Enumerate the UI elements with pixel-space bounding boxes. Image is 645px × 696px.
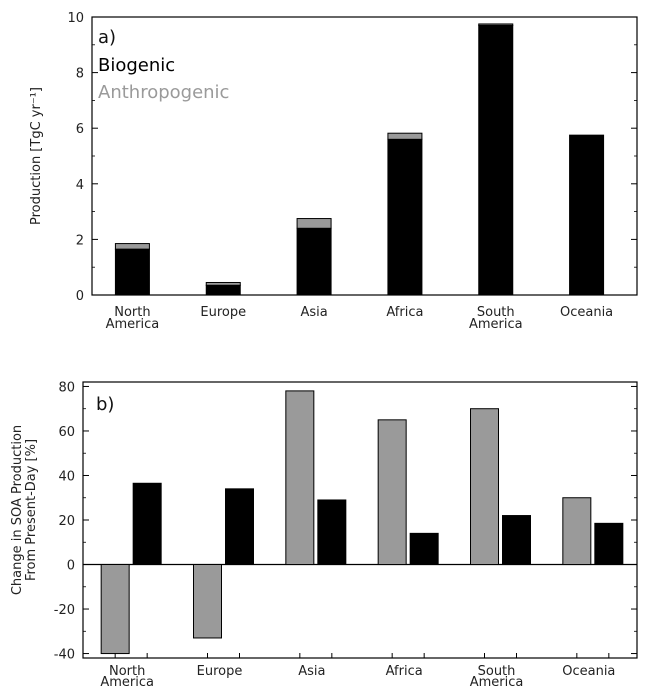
- y-axis-label-b-line2: From Present-Day [%]: [24, 439, 39, 581]
- bar-anthropogenic: [100, 564, 130, 655]
- bar-anthropogenic: [114, 243, 150, 250]
- bar-biogenic: [569, 134, 605, 296]
- bar-biogenic: [225, 488, 254, 566]
- bar-biogenic: [409, 532, 439, 566]
- y-tick-label: 4: [76, 178, 84, 193]
- bars-b: [100, 390, 624, 655]
- y-tick-label: 40: [58, 469, 75, 484]
- x-tick-label: North: [114, 305, 150, 320]
- legend-anthropogenic: Anthropogenic: [98, 82, 229, 103]
- bar-biogenic: [317, 499, 347, 566]
- y-tick-label: 10: [67, 11, 84, 26]
- bar-biogenic: [296, 227, 332, 296]
- y-tick-label: 20: [58, 514, 75, 529]
- y-ticks-a: 0 2 4 6 8 10: [67, 11, 637, 304]
- bar-anthropogenic: [387, 132, 423, 140]
- x-tick-label: South: [477, 305, 515, 320]
- y-tick-label: -40: [54, 648, 75, 663]
- bar-biogenic: [132, 482, 162, 566]
- y-tick-label: 0: [67, 559, 75, 574]
- bar-anthropogenic: [205, 281, 241, 286]
- x-tick-label: Asia: [298, 664, 325, 679]
- y-axis-label-a: Production [TgC yr⁻¹]: [29, 87, 44, 225]
- y-tick-label: 6: [76, 122, 84, 137]
- y-tick-label: -20: [54, 603, 75, 618]
- x-tick-label: America: [100, 675, 154, 690]
- plot-frame-b: [82, 381, 638, 659]
- bar-anthropogenic: [470, 408, 499, 566]
- panel-label-a: a): [98, 27, 116, 48]
- bar-anthropogenic: [377, 419, 407, 566]
- x-tick-label: Oceania: [562, 664, 615, 679]
- bars-a: [114, 23, 605, 296]
- legend-biogenic: Biogenic: [98, 55, 175, 76]
- bar-biogenic: [205, 284, 241, 296]
- x-tick-label: Asia: [300, 305, 327, 320]
- y-tick-label: 8: [76, 67, 84, 82]
- panel-label-b: b): [96, 394, 114, 415]
- bar-anthropogenic: [193, 564, 222, 639]
- y-tick-label: 80: [58, 380, 75, 395]
- x-tick-label: Oceania: [560, 305, 613, 320]
- x-tick-label: South: [478, 664, 516, 679]
- bar-anthropogenic: [285, 390, 315, 566]
- y-tick-label: 0: [76, 289, 84, 304]
- y-ticks-b: -40 -20 0 20 40 60 80: [54, 380, 637, 663]
- bar-anthropogenic: [296, 218, 332, 229]
- bar-biogenic: [478, 24, 514, 296]
- x-tick-label: Africa: [386, 664, 423, 679]
- y-tick-label: 60: [58, 425, 75, 440]
- x-tick-label: America: [469, 317, 523, 332]
- x-tick-label: America: [106, 317, 160, 332]
- x-tick-label: America: [470, 675, 524, 690]
- bar-biogenic: [502, 515, 531, 566]
- bar-anthropogenic: [562, 497, 592, 566]
- bar-biogenic: [114, 248, 150, 296]
- y-tick-label: 2: [76, 233, 84, 248]
- x-tick-label: Europe: [197, 664, 243, 679]
- y-axis-label-b-line1: Change in SOA Production: [10, 425, 25, 595]
- x-tick-label: Africa: [386, 305, 423, 320]
- x-tick-label: North: [109, 664, 145, 679]
- x-tick-label: Europe: [200, 305, 246, 320]
- bar-anthropogenic: [478, 23, 514, 26]
- bar-biogenic: [594, 522, 624, 566]
- bar-biogenic: [387, 138, 423, 296]
